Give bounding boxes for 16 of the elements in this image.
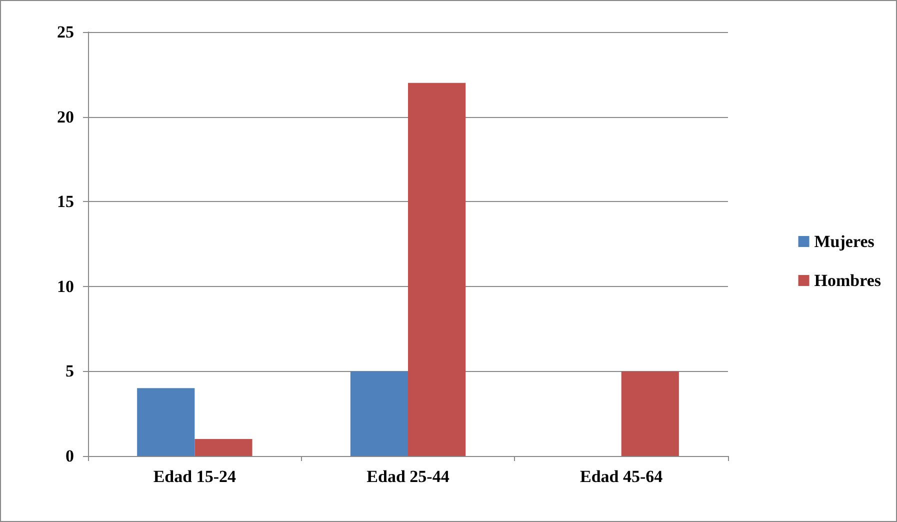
legend-label: Hombres: [814, 271, 882, 290]
y-tick-label: 5: [66, 362, 74, 381]
y-tick-label: 20: [57, 107, 74, 126]
bar: [137, 388, 195, 456]
legend-label: Mujeres: [814, 232, 875, 251]
bar: [621, 371, 679, 456]
x-tick-label: Edad 15-24: [153, 467, 236, 486]
y-tick-label: 10: [57, 276, 74, 296]
y-tick-label: 25: [57, 22, 74, 42]
bar: [408, 82, 466, 456]
y-tick-label: 15: [57, 192, 74, 212]
bar: [350, 371, 408, 456]
x-tick-label: Edad 25-44: [366, 467, 450, 486]
y-tick-label: 0: [66, 446, 74, 466]
bar: [194, 439, 252, 456]
x-tick-label: Edad 45-64: [580, 467, 664, 486]
